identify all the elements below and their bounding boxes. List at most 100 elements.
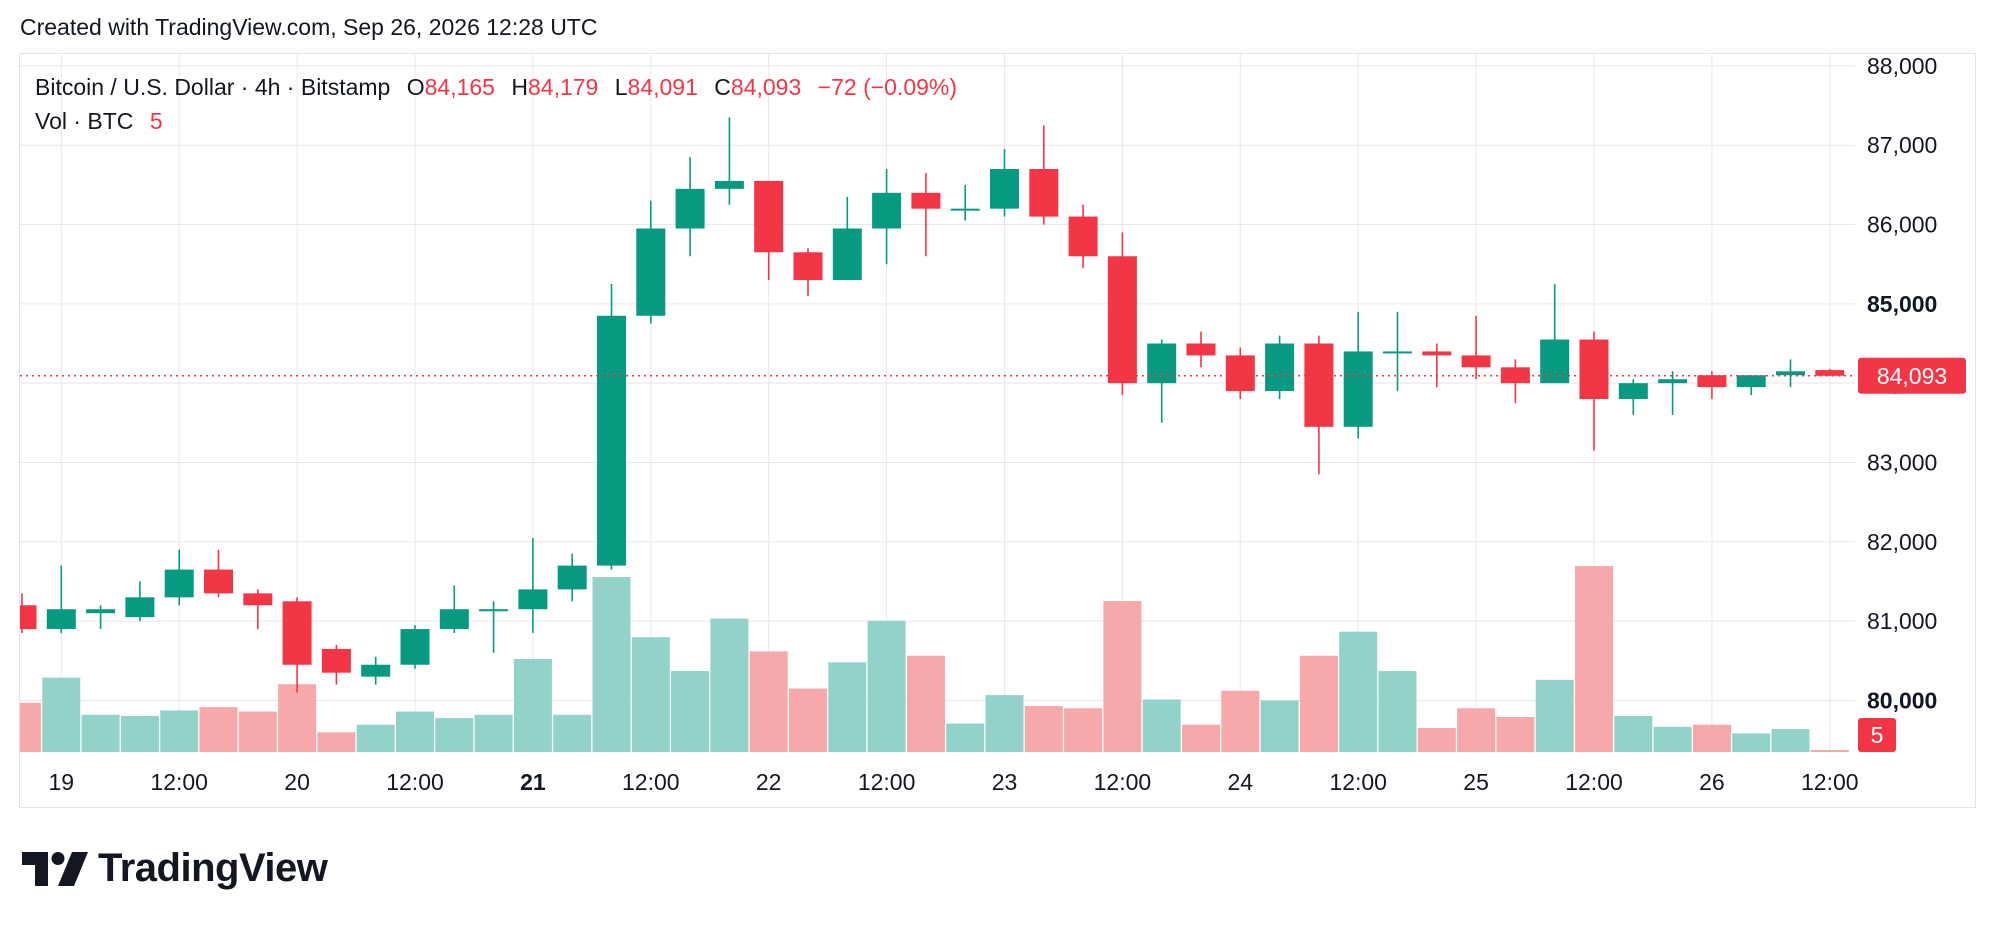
volume-bar — [1103, 601, 1142, 752]
volume-bar — [1299, 655, 1338, 752]
volume-bar — [631, 637, 670, 752]
last-price-badge — [1858, 357, 1966, 394]
volume-bar — [1024, 706, 1063, 752]
volume-bar — [1614, 715, 1653, 752]
candle-body — [1618, 383, 1648, 400]
volume-bar — [867, 620, 906, 752]
candle-body — [1422, 351, 1452, 356]
volume-bar — [1535, 679, 1574, 752]
volume-bar — [120, 715, 159, 752]
candle-body — [321, 648, 351, 673]
volume-bar — [1810, 750, 1849, 752]
volume-bar — [435, 718, 474, 752]
volume-bar — [20, 702, 41, 752]
plot-area — [20, 117, 1849, 752]
volume-bar — [356, 724, 395, 752]
volume-bar — [1064, 708, 1103, 752]
brand-name: TradingView — [98, 846, 328, 890]
candle-body — [990, 169, 1019, 209]
candle-body — [1736, 375, 1766, 388]
volume-bar — [1378, 671, 1417, 752]
candle-body — [1186, 343, 1216, 356]
candle-body — [20, 605, 37, 630]
time-tick-label: 12:00 — [150, 769, 208, 795]
volume-bar — [42, 677, 81, 752]
volume-bar — [1732, 733, 1771, 752]
chart-caption: Created with TradingView.com, Sep 26, 20… — [20, 14, 598, 40]
candle-body — [832, 228, 862, 281]
volume-bar — [1339, 631, 1378, 752]
candle-body — [1461, 355, 1491, 368]
candle-body — [479, 609, 509, 612]
candle-body — [911, 192, 941, 209]
volume-bar — [317, 732, 356, 752]
open-label: O — [406, 74, 425, 100]
volume-label[interactable]: Vol · BTC — [35, 108, 134, 134]
volume-bar — [1417, 727, 1456, 752]
volume-bar — [906, 655, 945, 752]
last-volume-badge — [1858, 718, 1896, 752]
volume-bar — [199, 707, 238, 752]
time-tick-label: 12:00 — [1565, 769, 1623, 795]
volume-bar — [710, 618, 749, 752]
candle-body — [1776, 371, 1805, 376]
volume-bar — [1771, 729, 1810, 752]
price-chart[interactable]: 80,00081,00082,00083,00084,00085,00086,0… — [0, 0, 1996, 808]
candle-body — [675, 188, 705, 229]
candle-body — [1579, 339, 1609, 400]
candle-body — [714, 180, 744, 189]
time-tick-label: 20 — [284, 769, 310, 795]
volume-bar — [1575, 566, 1613, 752]
time-tick-label: 24 — [1228, 769, 1254, 795]
price-tick-label: 80,000 — [1867, 687, 1937, 713]
low-label: L — [614, 74, 628, 100]
tradingview-logo[interactable]: TradingView — [22, 846, 328, 891]
time-tick-label: 12:00 — [386, 769, 444, 795]
candle-body — [1658, 379, 1688, 384]
candle-body — [400, 629, 430, 665]
candle-body — [125, 597, 155, 618]
close-label: C — [714, 74, 731, 100]
candle-body — [1343, 351, 1373, 427]
candle-body — [282, 601, 312, 665]
volume-bar — [1221, 690, 1260, 752]
volume-bar — [513, 659, 552, 752]
volume-bar — [1260, 700, 1299, 752]
volume-value: 5 — [149, 108, 163, 134]
ohlc-row: Bitcoin / U.S. Dollar · 4h · Bitstamp O8… — [35, 70, 957, 104]
chart-frame — [19, 53, 1976, 808]
candle-body — [1225, 355, 1255, 392]
candle-body — [1147, 343, 1177, 384]
time-tick-label: 26 — [1699, 769, 1725, 795]
candle-body — [46, 609, 76, 630]
candle-body — [1697, 375, 1727, 388]
time-tick-label: 22 — [756, 769, 782, 795]
candle-body — [636, 228, 666, 316]
time-tick-label: 12:00 — [1094, 769, 1152, 795]
volume-bar — [1142, 699, 1181, 752]
candle-body — [86, 609, 116, 614]
volume-bar — [553, 714, 592, 752]
candle-body — [1815, 370, 1845, 376]
candle-body — [1068, 216, 1098, 257]
open-value: 84,165 — [424, 74, 495, 100]
volume-bar — [396, 711, 434, 752]
candle-body — [361, 664, 391, 677]
low-value: 84,091 — [627, 74, 698, 100]
volume-bar — [160, 710, 199, 752]
candle-body — [1265, 343, 1295, 392]
volume-bar — [238, 711, 277, 752]
volume-bar — [789, 688, 827, 752]
volume-bar — [81, 714, 120, 752]
last-price-label: 84,093 — [1877, 363, 1947, 389]
volume-bar — [749, 651, 788, 752]
symbol-label[interactable]: Bitcoin / U.S. Dollar · 4h · Bitstamp — [35, 74, 391, 100]
volume-bar — [946, 723, 985, 752]
candle-body — [164, 569, 194, 598]
price-tick-label: 82,000 — [1867, 529, 1937, 555]
candle-body — [1383, 351, 1412, 354]
volume-bar — [592, 577, 631, 752]
candle-body — [597, 315, 626, 566]
candle-body — [793, 252, 823, 281]
price-tick-label: 86,000 — [1867, 212, 1937, 238]
